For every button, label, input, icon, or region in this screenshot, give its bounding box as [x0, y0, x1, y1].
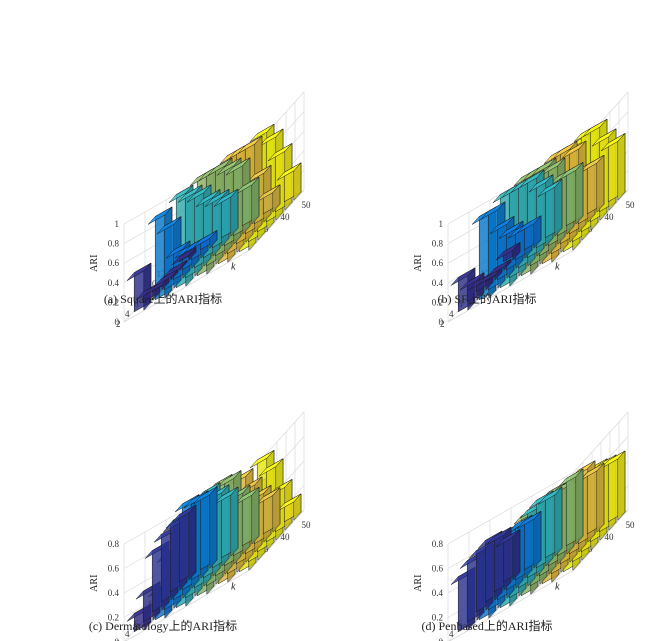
y-tick-label: 40 [281, 212, 291, 222]
x-tick-label: 4 [449, 309, 454, 319]
bars [126, 449, 302, 633]
z-tick-label: 0.8 [108, 239, 120, 249]
z-tick-label: 0.4 [432, 278, 444, 288]
z-tick-label: 0.6 [108, 258, 120, 268]
y-tick-label: 40 [281, 532, 291, 542]
bar [537, 178, 563, 239]
caption-c: (c) Dermatology上的ARI指标 [89, 618, 237, 633]
bar [579, 154, 605, 215]
bar [255, 486, 281, 535]
z-axis-label: ARI [413, 575, 424, 592]
y-axis-label: k [555, 262, 560, 273]
y-axis-label: k [231, 262, 236, 273]
z-tick-labels: 0 0.2 0.4 0.6 0.8 [432, 539, 444, 641]
z-axis-label: ARI [89, 255, 100, 272]
x-tick-label: 2 [440, 639, 445, 641]
bar [558, 468, 584, 547]
x-tick-label: 4 [125, 309, 130, 319]
z-tick-label: 0.8 [432, 239, 444, 249]
y-tick-label: 50 [626, 200, 636, 210]
y-tick-label: 50 [302, 200, 312, 210]
z-tick-label: 0 [439, 317, 444, 327]
z-tick-label: 0.6 [108, 564, 120, 574]
x-tick-label: 10 [148, 279, 158, 289]
z-tick-labels: 0 0.2 0.4 0.6 0.8 [108, 539, 120, 641]
bar [579, 462, 605, 535]
bar [276, 493, 302, 523]
bar [558, 161, 584, 227]
panel-penbased: 00.20.40.60.8ARI24681012L51020304050k [413, 411, 636, 641]
z-tick-labels: 0 0.2 0.4 0.6 0.8 1 [432, 219, 444, 327]
z-tick-label: 0.8 [108, 539, 120, 549]
bar [276, 162, 302, 203]
z-tick-label: 0.4 [432, 588, 444, 598]
bar [162, 259, 188, 279]
bar [171, 246, 197, 266]
panel-dermatology: 00.20.40.60.8ARI24681012L51020304050k [89, 411, 312, 641]
bar [600, 450, 626, 523]
y-tick-label: 40 [605, 532, 615, 542]
y-axis-label: k [555, 582, 560, 593]
z-tick-label: 0.4 [108, 588, 120, 598]
z-tick-label: 0.2 [108, 297, 119, 307]
bar [495, 528, 521, 583]
bar [450, 267, 476, 313]
z-tick-label: 0 [439, 637, 444, 641]
bar [234, 486, 260, 547]
bar [600, 132, 626, 203]
z-tick-label: 0.2 [108, 613, 119, 623]
caption-d: (d) Penbased上的ARI指标 [422, 618, 553, 633]
panel-square: 00.20.40.60.81ARI24681012L51020304050k [89, 91, 312, 329]
bar [537, 486, 563, 559]
y-tick-label: 50 [626, 520, 636, 530]
bar [213, 188, 239, 239]
bars [126, 123, 302, 313]
bar [255, 183, 281, 215]
z-tick-label: 0.2 [432, 297, 443, 307]
x-tick-label: 4 [449, 629, 454, 639]
caption-b: (b) SF上的ARI指标 [437, 291, 536, 306]
x-tick-label: 2 [116, 319, 121, 329]
y-axis-label: k [231, 582, 236, 593]
bar [192, 486, 218, 571]
z-tick-label: 1 [115, 219, 120, 229]
z-tick-label: 0.8 [432, 539, 444, 549]
bar [192, 229, 218, 251]
z-tick-labels: 0 0.2 0.4 0.6 0.8 1 [108, 219, 120, 327]
z-tick-label: 0.4 [108, 278, 120, 288]
y-tick-label: 50 [302, 520, 312, 530]
y-tick-label: 40 [605, 212, 615, 222]
bars [450, 450, 626, 633]
panel-sf: 00.20.40.60.81ARI24681012L51020304050k [413, 91, 636, 329]
z-tick-label: 0 [115, 317, 120, 327]
bar [516, 215, 542, 251]
z-tick-label: 0.6 [432, 258, 444, 268]
z-axis-label: ARI [413, 255, 424, 272]
z-tick-label: 1 [439, 219, 444, 229]
bar [495, 241, 521, 263]
x-tick-label: 2 [116, 639, 121, 641]
bar [516, 510, 542, 571]
bars [450, 118, 626, 313]
x-tick-label: 4 [125, 629, 130, 639]
z-tick-label: 0 [115, 637, 120, 641]
bar [171, 504, 197, 583]
z-axis-label: ARI [89, 575, 100, 592]
z-tick-label: 0.6 [432, 564, 444, 574]
bar [486, 258, 512, 278]
bar [213, 486, 239, 559]
x-tick-label: 2 [440, 319, 445, 329]
bar [234, 176, 260, 227]
z-tick-label: 0.2 [432, 613, 443, 623]
caption-a: (a) Square上的ARI指标 [104, 291, 222, 306]
